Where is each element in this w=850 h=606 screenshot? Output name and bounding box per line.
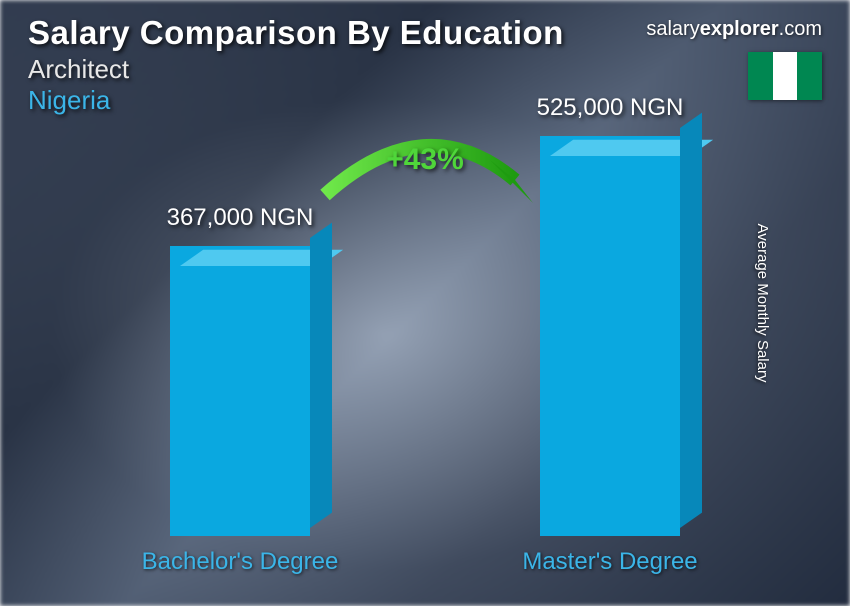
bar-3d — [540, 136, 680, 536]
bar-side-face — [310, 223, 332, 528]
brand-text: salaryexplorer.com — [646, 18, 822, 40]
chart-title: Salary Comparison By Education — [28, 14, 564, 52]
bar-chart: 367,000 NGN Bachelor's Degree 525,000 NG… — [80, 140, 770, 576]
flag-stripe-1 — [748, 52, 773, 100]
bar-front-face — [170, 246, 310, 536]
chart-subtitle: Architect — [28, 54, 564, 85]
bar-3d — [170, 246, 310, 536]
brand-tld: .com — [779, 18, 822, 40]
bar-side-face — [680, 113, 702, 528]
content-layer: Salary Comparison By Education Architect… — [0, 0, 850, 606]
brand: salaryexplorer.com — [646, 18, 822, 41]
brand-part1: salary — [646, 18, 699, 40]
bar-value-label: 525,000 NGN — [537, 94, 684, 122]
brand-part2: explorer — [700, 18, 779, 40]
bar-front-face — [540, 136, 680, 536]
bar-value-label: 367,000 NGN — [167, 204, 314, 232]
bar-group-bachelors: 367,000 NGN Bachelor's Degree — [140, 204, 340, 576]
bar-category-label: Bachelor's Degree — [142, 548, 339, 576]
country-flag — [748, 52, 822, 100]
header: Salary Comparison By Education Architect… — [28, 14, 564, 116]
flag-stripe-2 — [773, 52, 798, 100]
flag-stripe-3 — [797, 52, 822, 100]
country-label: Nigeria — [28, 85, 564, 116]
bar-category-label: Master's Degree — [522, 548, 697, 576]
bar-group-masters: 525,000 NGN Master's Degree — [510, 94, 710, 576]
